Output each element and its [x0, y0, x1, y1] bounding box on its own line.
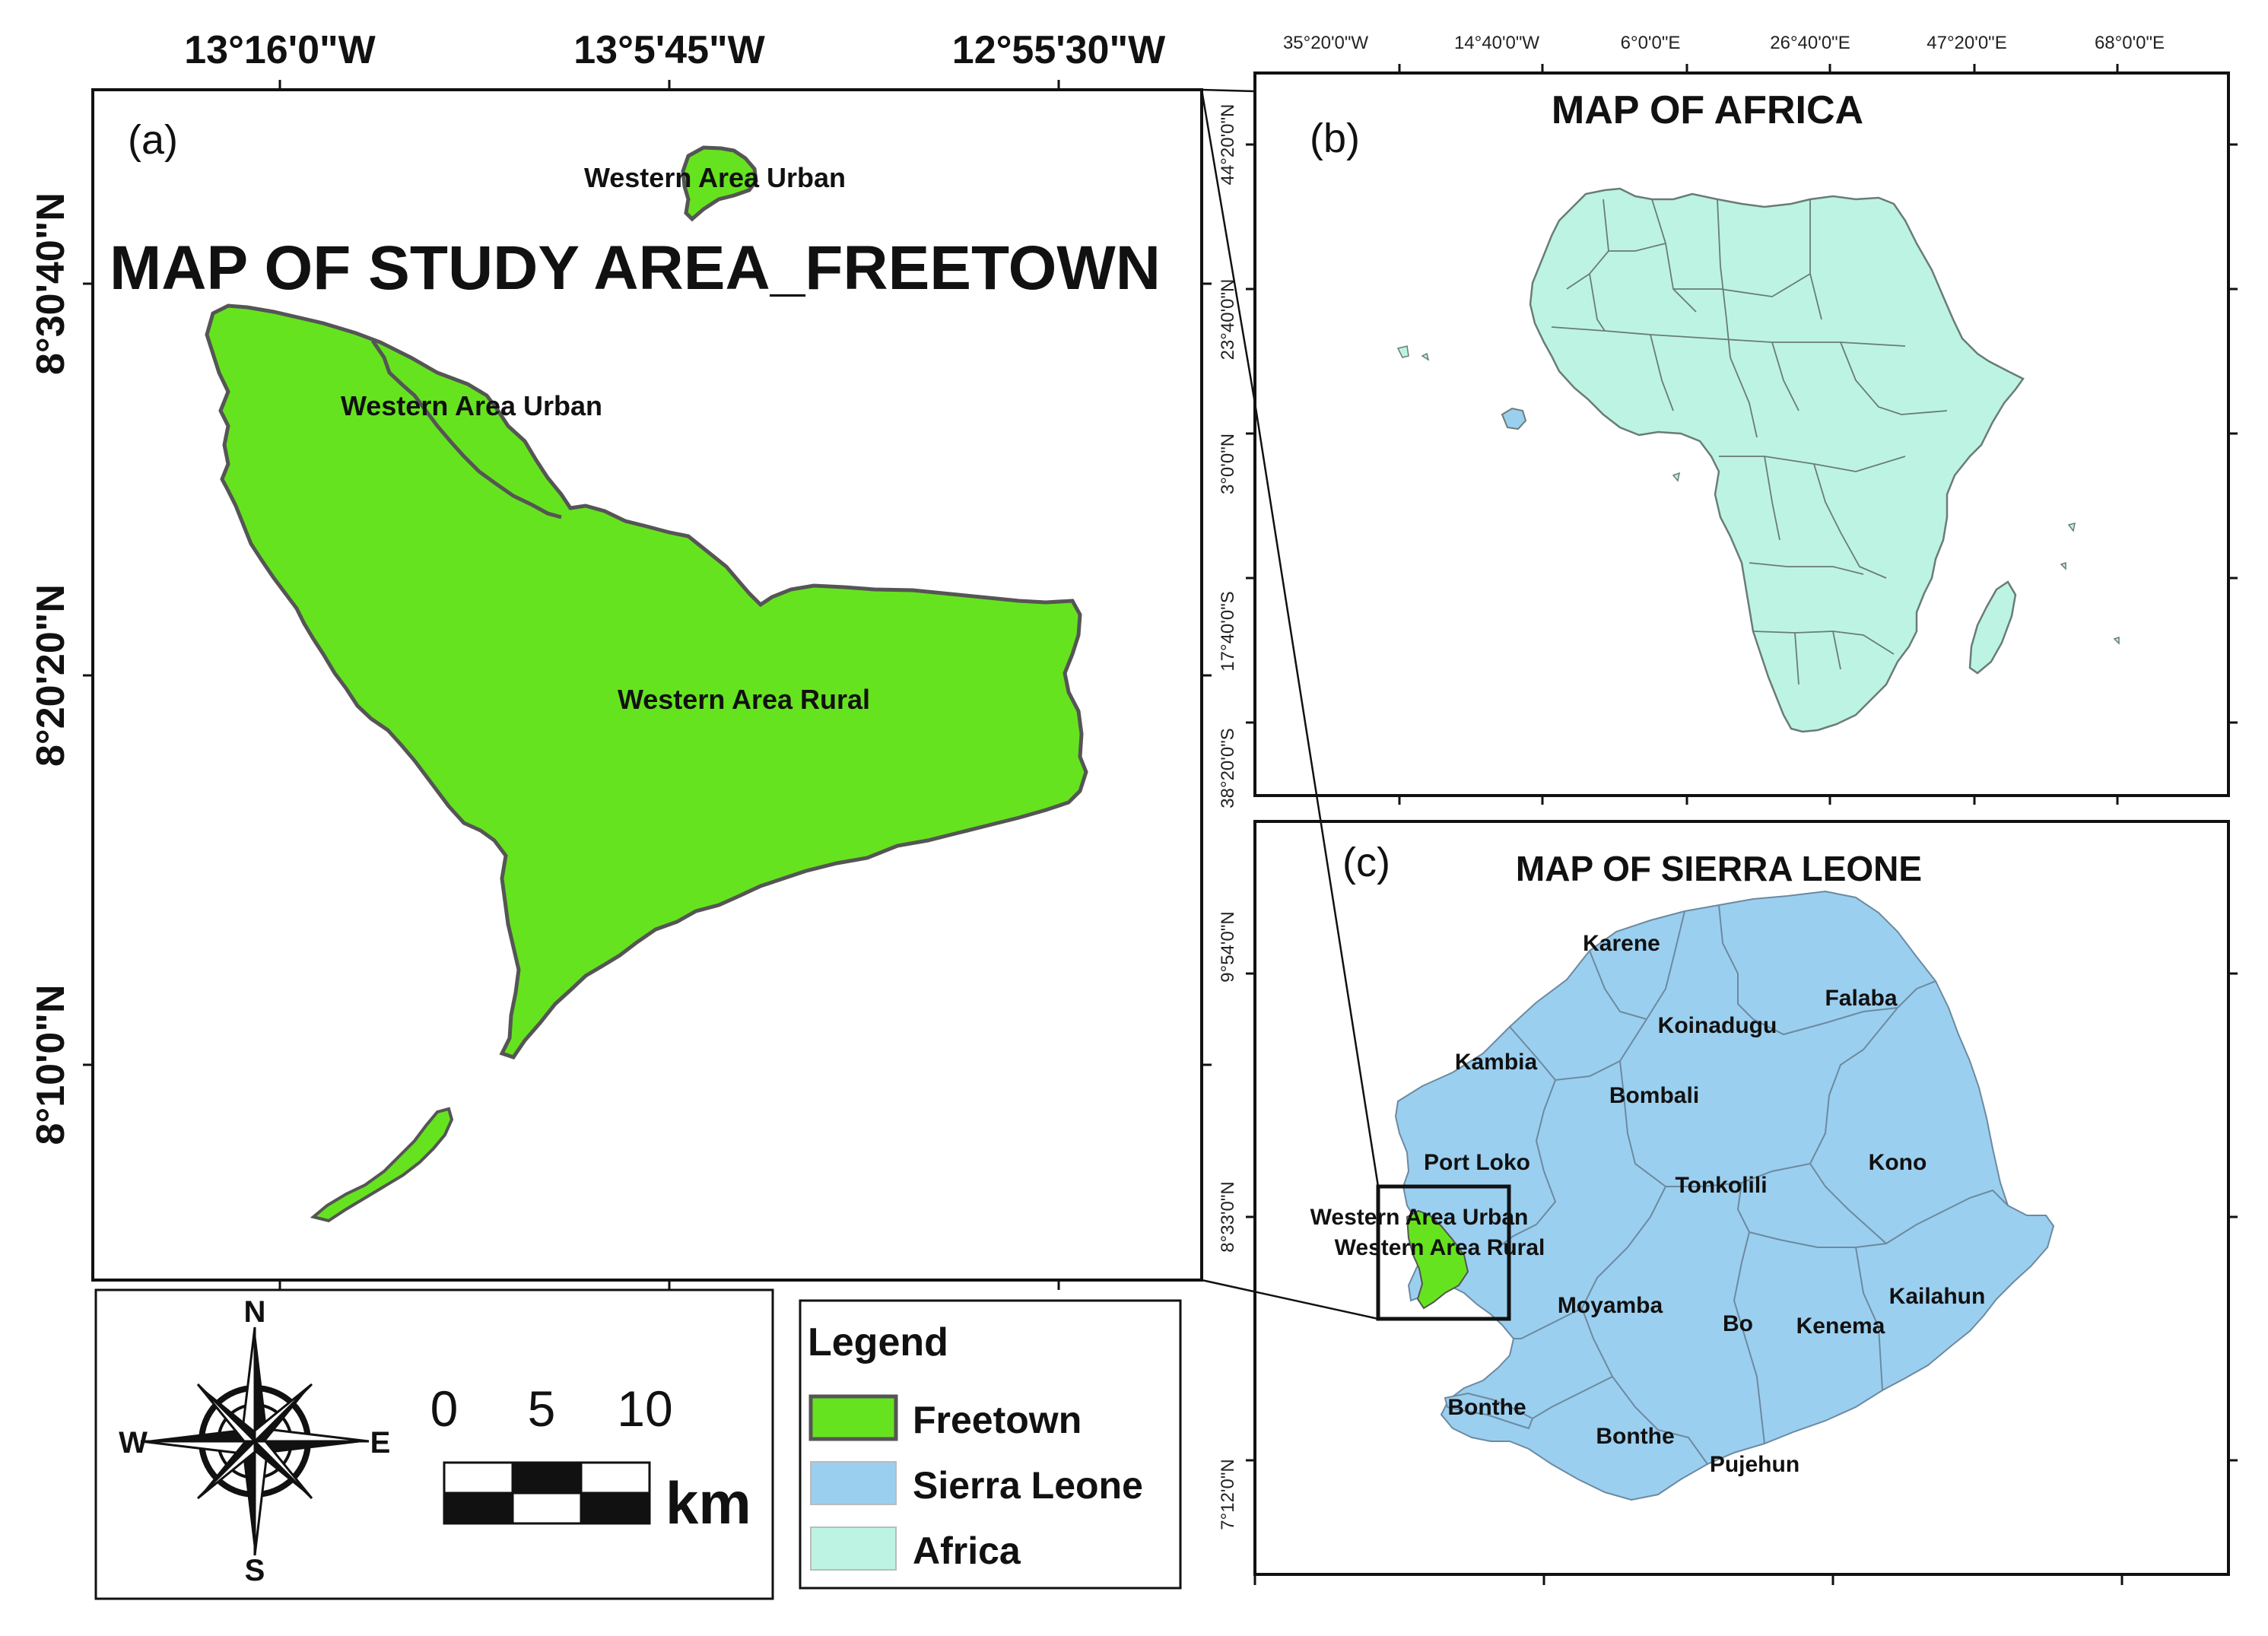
district-label-falaba: Falaba — [1825, 986, 1897, 1011]
district-label-kailahun: Kailahun — [1889, 1284, 1986, 1309]
africa-country-borders — [1551, 199, 1948, 685]
scale-label-0: 0 — [430, 1380, 459, 1437]
district-label-bonthe: Bonthe — [1596, 1424, 1674, 1449]
legend-title: Legend — [808, 1320, 948, 1364]
panel-b-left-tick-2: 23°40'0"N — [1218, 279, 1238, 361]
legend-label-freetown: Freetown — [913, 1399, 1082, 1441]
legend-label-sierra-leone: Sierra Leone — [913, 1464, 1143, 1507]
district-label-western-area-rural: Western Area Rural — [1335, 1235, 1545, 1260]
panel-a-study-area: 13°16'0"W 13°5'45"W 12°55'30"W 8°30'40"N… — [29, 28, 1212, 1290]
scale-label-5: 5 — [528, 1380, 556, 1437]
bonthe-island-polygon — [1444, 1392, 1534, 1430]
compass-e-label: E — [370, 1426, 391, 1460]
panel-b-top-tick-2: 14°40'0"W — [1454, 33, 1539, 53]
scale-label-10: 10 — [617, 1380, 672, 1437]
district-label-bombali: Bombali — [1609, 1083, 1699, 1108]
district-label-western-area-urban: Western Area Urban — [1310, 1205, 1529, 1230]
panel-a-frame — [91, 88, 1203, 1282]
panel-b-left-tick-3: 3°0'0"N — [1218, 434, 1238, 494]
label-mainland-urban: Western Area Urban — [341, 390, 602, 421]
panel-b-africa: 35°20'0"W 14°40'0"W 6°0'0"E 26°40'0"E 47… — [1218, 33, 2238, 808]
panel-c-sierra-leone: 9°54'0"N 8°33'0"N 7°12'0"N Karene — [1218, 820, 2238, 1585]
compass-rose-icon — [140, 1326, 370, 1556]
panel-c-left-tick-1: 9°54'0"N — [1218, 911, 1238, 982]
label-rural: Western Area Rural — [618, 684, 870, 715]
district-borders — [1498, 904, 2009, 1465]
inset-extent-rectangle — [1376, 1184, 1511, 1321]
district-label-bo: Bo — [1723, 1311, 1753, 1336]
inset-connector-lines — [1200, 88, 1380, 1320]
district-label-pujehun: Pujehun — [1710, 1452, 1799, 1477]
panel-a-title: MAP OF STUDY AREA_FREETOWN — [110, 233, 1161, 303]
urban-rural-boundary — [370, 339, 562, 519]
panel-c-title: MAP OF SIERRA LEONE — [1516, 849, 1922, 888]
legend: Legend Freetown Sierra Leone Africa — [799, 1299, 1182, 1590]
panel-b-top-tick-5: 47°20'0"E — [1927, 33, 2006, 53]
legend-swatch-africa — [810, 1526, 897, 1571]
district-label-tonkolili: Tonkolili — [1675, 1173, 1767, 1198]
panel-b-title: MAP OF AFRICA — [1552, 88, 1863, 132]
legend-label-africa: Africa — [913, 1530, 1021, 1572]
panel-c-left-tick-3: 7°12'0"N — [1218, 1459, 1238, 1530]
africa-polygon — [1529, 187, 2025, 733]
freetown-island-polygon — [681, 145, 758, 222]
panel-c-frame — [1253, 820, 2230, 1576]
district-label-moyamba: Moyamba — [1558, 1293, 1663, 1318]
panel-a-left-tick-2: 8°20'20"N — [29, 584, 73, 767]
compass-box-frame — [94, 1288, 774, 1600]
panel-a-left-tick-3: 8°10'0"N — [29, 984, 73, 1145]
district-labels: Karene Falaba Koinadugu Kambia Bombali P… — [1310, 931, 1986, 1477]
district-label-kenema: Kenema — [1796, 1314, 1885, 1339]
panel-a-left-tick-1: 8°30'40"N — [29, 192, 73, 375]
panel-b-left-tick-1: 44°20'0"N — [1218, 104, 1238, 186]
panel-b-top-tick-4: 26°40'0"E — [1770, 33, 1850, 53]
label-island-urban: Western Area Urban — [584, 162, 846, 193]
panel-a-top-tick-3: 12°55'30"W — [952, 28, 1166, 72]
district-label-bonthe-island: Bonthe — [1447, 1395, 1526, 1420]
panel-b-left-tick-5: 38°20'0"S — [1218, 728, 1238, 808]
panel-a-letter: (a) — [128, 117, 178, 163]
panel-a-top-tick-2: 13°5'45"W — [573, 28, 765, 72]
panel-a-top-tick-1: 13°16'0"W — [184, 28, 376, 72]
panel-c-letter: (c) — [1342, 840, 1390, 885]
compass-s-label: S — [245, 1554, 265, 1587]
africa-islands — [1396, 345, 2120, 645]
scale-bar — [443, 1461, 651, 1525]
scale-unit: km — [665, 1469, 751, 1536]
sierra-leone-freetown-highlight — [1406, 1209, 1469, 1310]
panel-b-top-tick-3: 6°0'0"E — [1621, 33, 1681, 53]
panel-b-left-tick-4: 17°40'0"S — [1218, 591, 1238, 671]
compass-scale-box: N S E W 0 5 10 km — [94, 1288, 774, 1600]
legend-swatch-sierra-leone — [810, 1461, 897, 1505]
district-label-port-loko: Port Loko — [1424, 1150, 1530, 1175]
district-label-koinadugu: Koinadugu — [1658, 1013, 1777, 1038]
compass-w-label: W — [119, 1426, 148, 1460]
district-label-karene: Karene — [1583, 931, 1660, 956]
district-label-kambia: Kambia — [1455, 1050, 1538, 1075]
district-label-kono: Kono — [1869, 1150, 1927, 1175]
panel-b-top-tick-1: 35°20'0"W — [1283, 33, 1368, 53]
panel-b-letter: (b) — [1310, 116, 1360, 161]
compass-n-label: N — [244, 1295, 266, 1329]
panel-c-left-tick-2: 8°33'0"N — [1218, 1181, 1238, 1252]
banana-islands-polygon — [310, 1107, 454, 1223]
madagascar-polygon — [1968, 580, 2017, 675]
panel-b-top-tick-6: 68°0'0"E — [2095, 33, 2165, 53]
africa-sierra-leone-highlight — [1501, 407, 1527, 430]
freetown-main-polygon — [205, 303, 1088, 1059]
legend-swatch-freetown — [808, 1394, 898, 1441]
